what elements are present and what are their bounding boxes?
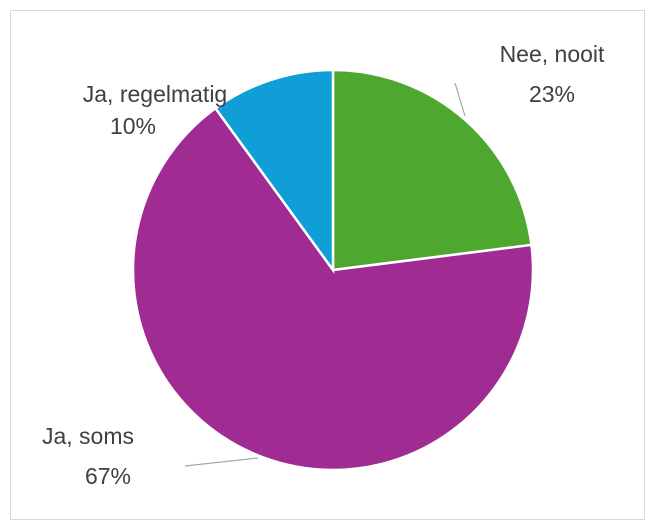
category-label: Ja, soms — [42, 423, 134, 449]
category-label: Nee, nooit — [500, 41, 605, 67]
leader-line — [184, 457, 259, 467]
pie-slice — [331, 68, 533, 272]
category-label: Ja, regelmatig — [83, 81, 227, 107]
pie-slice — [213, 68, 335, 274]
value-label: 23% — [529, 81, 575, 107]
value-label: 10% — [110, 113, 156, 139]
pie-slice — [131, 106, 535, 472]
leader-line — [454, 82, 466, 117]
value-label: 67% — [85, 463, 131, 489]
